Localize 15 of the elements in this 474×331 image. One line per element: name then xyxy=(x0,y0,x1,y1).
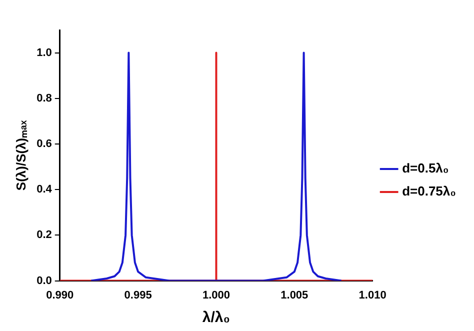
legend-label: d=0.75λ₀ xyxy=(402,184,456,199)
x-tick-label: 0.990 xyxy=(46,289,74,302)
x-tick-label: 1.005 xyxy=(280,289,308,302)
y-tick-label: 0.2 xyxy=(36,229,52,242)
y-tick-label: 0.0 xyxy=(36,274,52,287)
y-tick-label: 1.0 xyxy=(36,46,52,59)
y-tick-label: 0.8 xyxy=(36,92,52,104)
y-tick-label: 0.6 xyxy=(36,138,52,150)
x-tick-label: 1.000 xyxy=(202,289,230,302)
y-axis-title: S(λ)/S(λ)ₘₐₓ xyxy=(13,120,28,191)
legend-label: d=0.5λ₀ xyxy=(402,160,449,176)
x-tick-label: 0.995 xyxy=(124,289,152,302)
y-tick-label: 0.4 xyxy=(36,184,53,196)
x-tick-label: 1.010 xyxy=(358,289,386,302)
x-axis-title: λ/λ₀ xyxy=(202,309,230,326)
